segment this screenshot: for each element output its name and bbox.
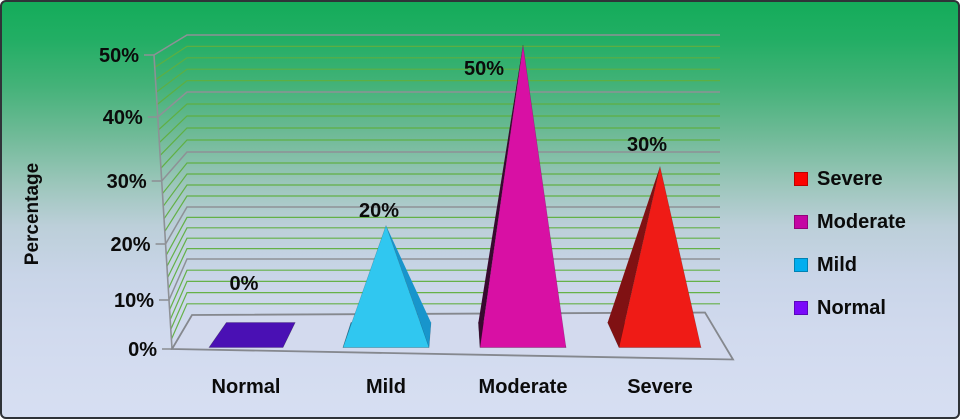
minor-gridline [162,162,720,194]
data-label: 30% [627,134,667,156]
data-label: 0% [230,273,259,295]
pyramid-side-face [478,45,523,348]
minor-gridline [160,139,720,169]
chart-floor [170,311,735,361]
legend-item: Moderate [794,211,906,232]
legend-item: Mild [794,254,906,275]
minor-gridline [163,184,720,220]
minor-gridline [155,68,720,93]
pyramid-base [208,322,296,348]
minor-gridline [155,57,720,81]
legend-label: Severe [817,167,883,190]
y-tick-label: 40% [103,107,143,129]
category-label: Moderate [479,376,568,398]
pyramid-side-face [386,225,431,348]
minor-gridline [154,45,720,68]
pyramid-side-face [607,166,660,348]
minor-gridline [158,103,720,131]
legend-swatch-severe [794,171,808,186]
legend-item: Normal [794,297,906,318]
y-tick-label: 50% [99,45,139,67]
category-label: Severe [627,376,693,398]
y-tick-label: 20% [111,234,151,256]
legend-label: Moderate [817,210,906,233]
chart-legend: Severe Moderate Mild Normal [794,168,906,318]
y-tick-label: 30% [107,171,147,193]
data-label: 20% [359,200,399,222]
major-gridline [153,34,720,56]
minor-gridline [162,173,720,207]
legend-swatch-normal [794,300,808,315]
pyramid-front-face [618,166,702,348]
pyramid-normal [208,322,296,348]
minor-gridline [156,79,720,106]
data-label: 50% [464,58,504,80]
pyramid-front-face [342,224,430,348]
major-gridline [161,151,720,182]
category-label: Mild [366,376,406,398]
legend-swatch-mild [794,257,808,272]
category-label: Normal [212,376,281,398]
legend-label: Normal [817,296,886,319]
legend-item: Severe [794,168,906,189]
minor-gridline [164,195,720,232]
minor-gridline [159,127,720,156]
pyramid-front-face [479,44,567,348]
pyramid-mild [342,224,432,348]
y-tick-label: 10% [114,290,154,312]
pyramid-moderate [478,44,567,348]
y-axis-title: Percentage [22,163,43,265]
pyramid-severe [607,166,702,348]
legend-swatch-moderate [794,214,808,229]
minor-gridline [158,115,720,144]
legend-label: Mild [817,253,857,276]
major-gridline [157,91,720,118]
y-tick-label: 0% [128,339,157,361]
